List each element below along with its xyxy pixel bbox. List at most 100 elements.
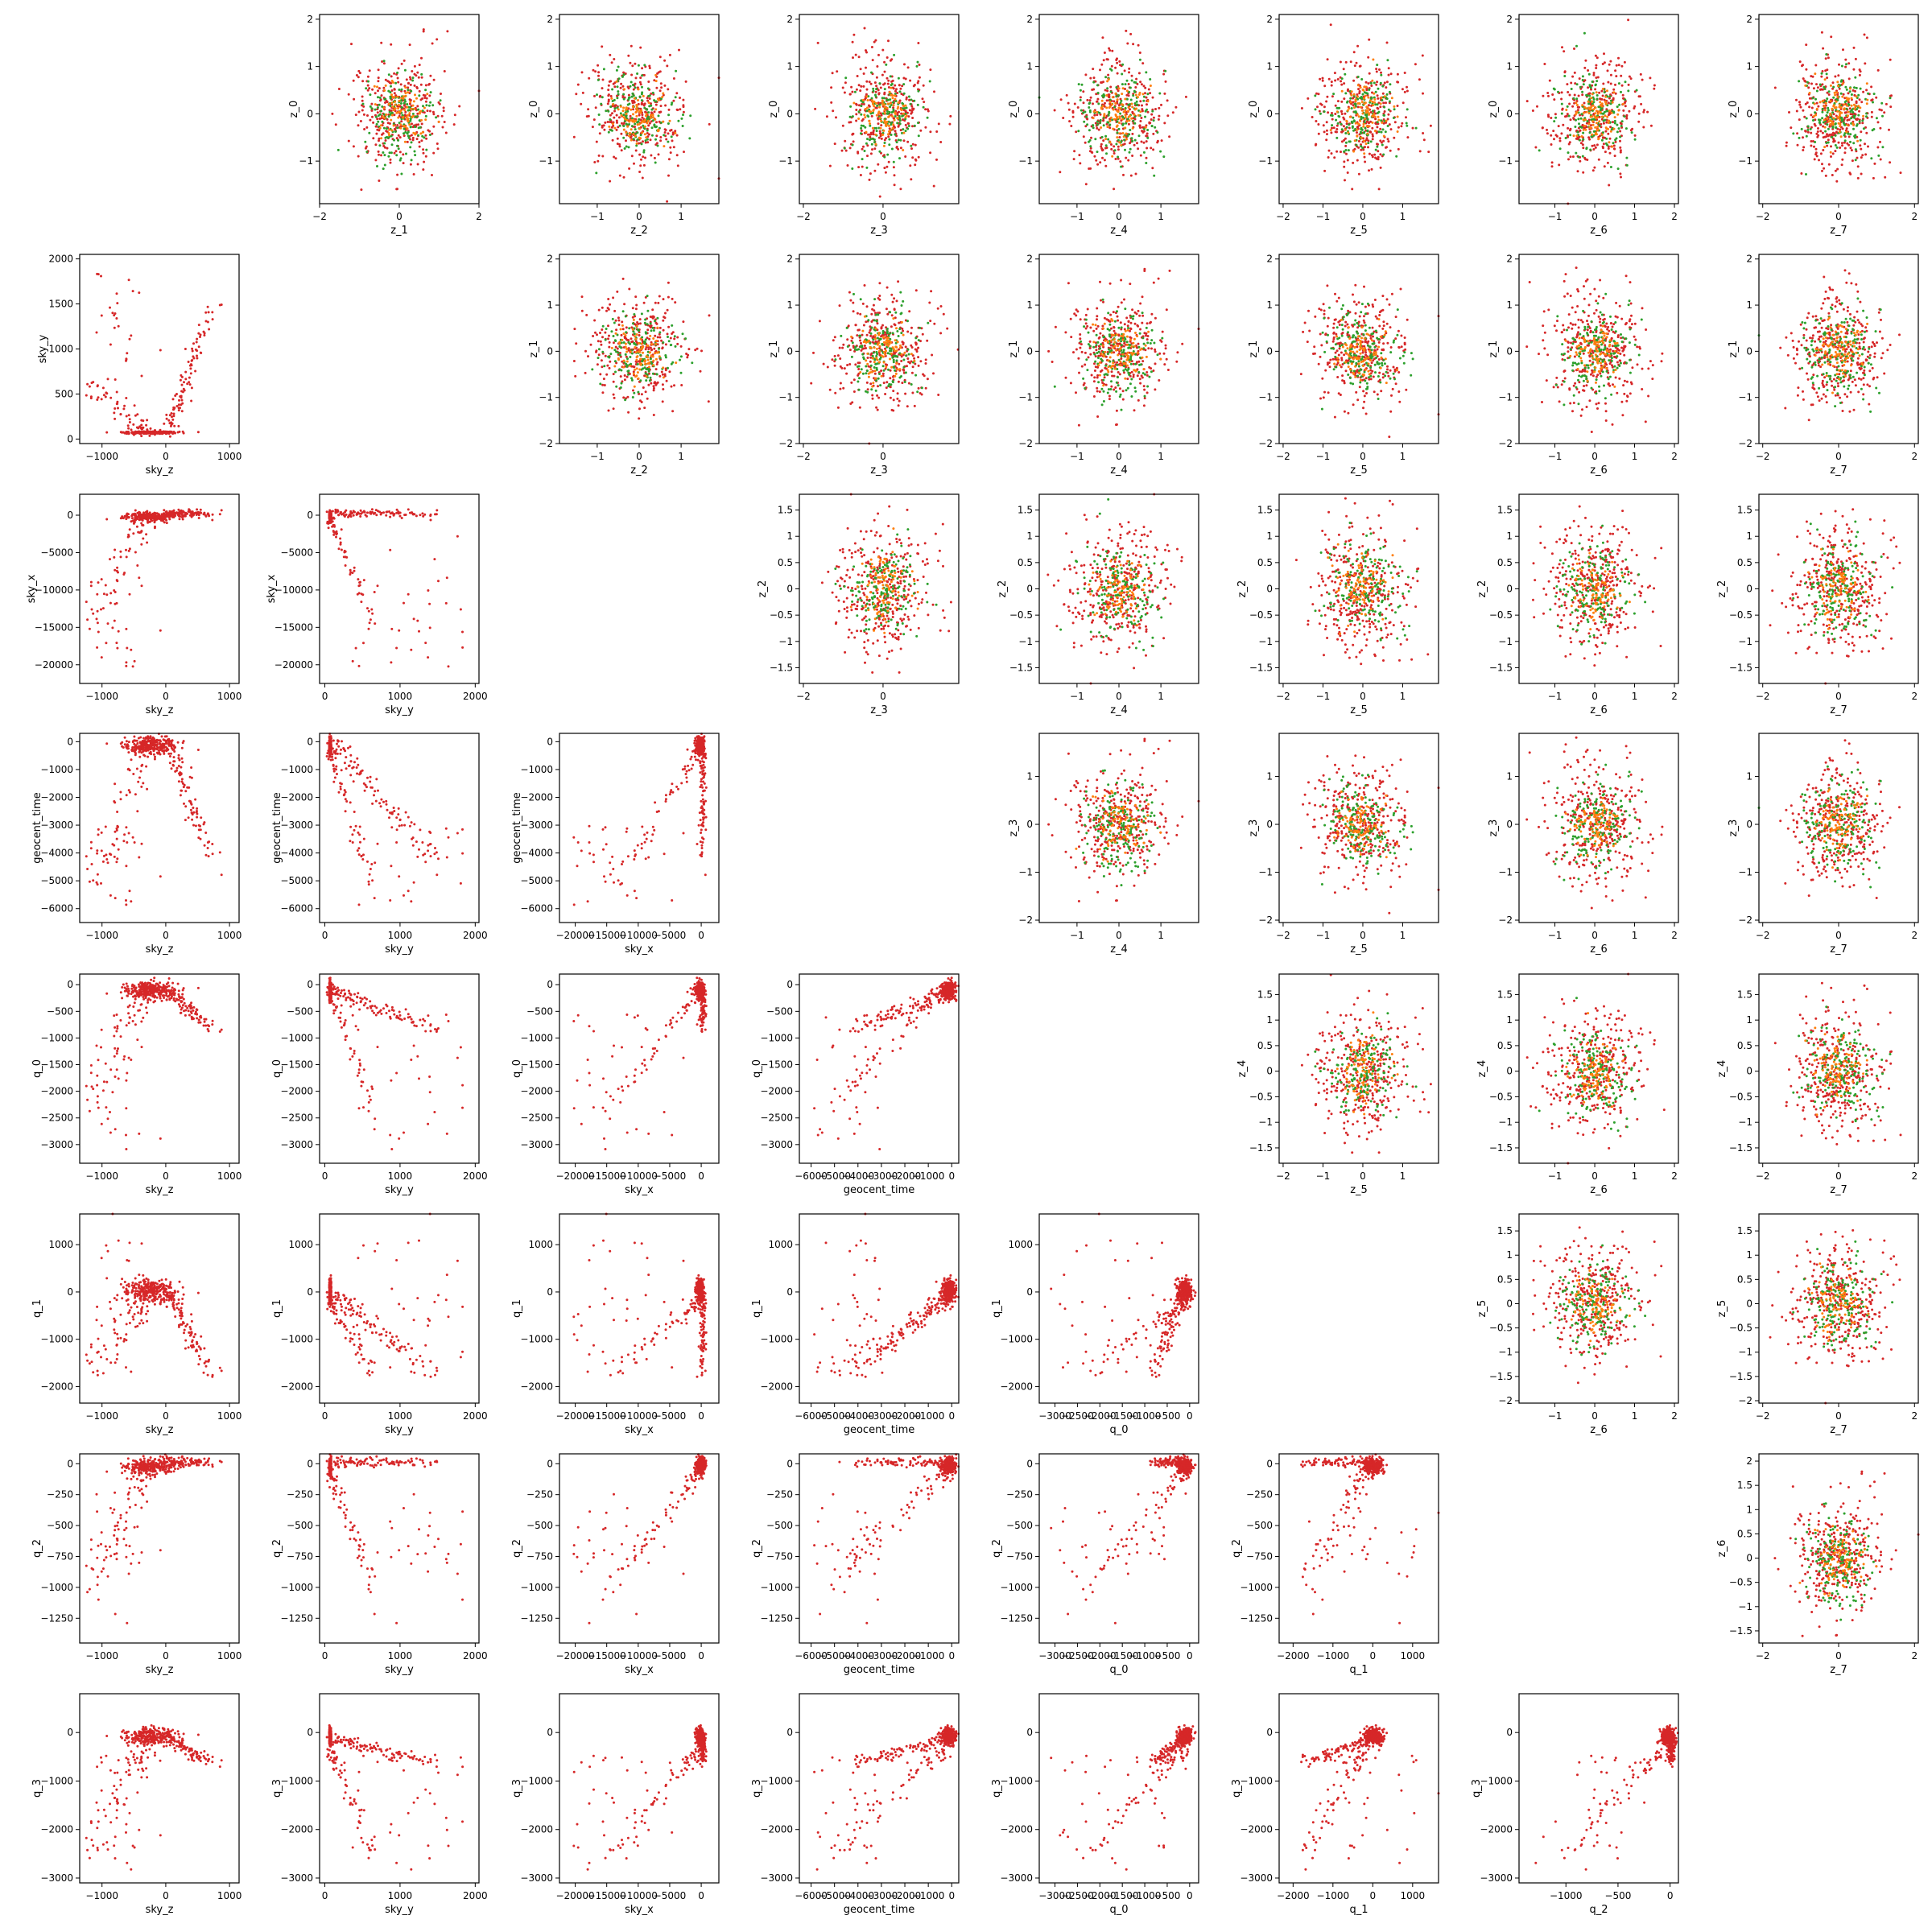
- data-point: [412, 844, 415, 847]
- data-point: [345, 1035, 348, 1038]
- data-point: [609, 861, 611, 864]
- data-point: [147, 514, 150, 517]
- data-point: [190, 809, 192, 811]
- data-point: [391, 512, 394, 514]
- data-point: [102, 607, 105, 609]
- data-point: [101, 1324, 103, 1327]
- data-point: [592, 853, 595, 856]
- data-point: [663, 1111, 666, 1113]
- data-point: [340, 788, 342, 791]
- data-point: [701, 847, 704, 849]
- data-point: [125, 899, 127, 902]
- data-point: [337, 740, 340, 742]
- data-point: [605, 843, 608, 845]
- data-point: [700, 780, 702, 782]
- data-point: [144, 755, 147, 758]
- data-point: [121, 986, 123, 989]
- data-point: [413, 881, 415, 884]
- data-point: [699, 771, 701, 774]
- data-point: [101, 832, 103, 834]
- data-point: [395, 841, 398, 844]
- data-point: [142, 1302, 144, 1305]
- data-point: [641, 843, 643, 845]
- data-point: [592, 1030, 595, 1033]
- data-point: [183, 1294, 185, 1296]
- data-point: [853, 1133, 856, 1135]
- data-point: [154, 431, 156, 434]
- data-point: [390, 628, 393, 630]
- data-point: [174, 989, 176, 991]
- data-point: [635, 1128, 638, 1130]
- data-point: [105, 1081, 108, 1084]
- data-point: [203, 823, 205, 825]
- data-point: [154, 1284, 156, 1286]
- data-point: [683, 832, 685, 835]
- x-tick-label: 1000: [217, 1170, 242, 1182]
- data-point: [398, 824, 401, 827]
- data-point: [207, 841, 209, 844]
- data-point: [867, 1059, 869, 1061]
- data-point: [156, 997, 159, 999]
- data-point: [159, 875, 162, 877]
- y-tick-label: −3000: [520, 819, 553, 831]
- data-point: [332, 534, 335, 536]
- data-point: [912, 998, 914, 1001]
- data-point: [120, 798, 122, 800]
- data-point: [129, 338, 131, 341]
- data-point: [128, 789, 130, 791]
- data-point: [109, 602, 112, 605]
- data-point: [96, 617, 98, 620]
- data-point: [171, 987, 174, 989]
- data-point: [328, 758, 330, 761]
- data-point: [436, 513, 438, 515]
- data-point: [114, 407, 116, 410]
- data-point: [641, 1046, 643, 1048]
- data-point: [186, 382, 188, 385]
- data-point: [386, 809, 389, 811]
- data-point: [147, 988, 150, 990]
- data-point: [114, 1075, 117, 1078]
- data-point: [702, 1022, 704, 1024]
- data-point: [341, 989, 343, 992]
- data-point: [85, 855, 88, 857]
- data-point: [340, 1021, 342, 1023]
- data-point: [186, 786, 188, 789]
- x-tick-label: 0: [322, 930, 328, 941]
- data-point: [351, 572, 353, 574]
- data-point: [207, 306, 209, 308]
- data-point: [704, 741, 706, 743]
- scatter-panel-q_1-vs-sky_z: −1000 0 1000−2000−100001000sky_zq_1: [31, 1213, 242, 1437]
- data-point: [701, 841, 704, 844]
- data-point: [448, 1020, 450, 1022]
- data-point: [436, 509, 438, 511]
- data-point: [925, 997, 927, 999]
- data-point: [191, 348, 193, 350]
- data-point: [144, 982, 147, 985]
- data-point: [619, 883, 621, 886]
- data-point: [362, 1106, 365, 1108]
- data-point: [142, 538, 144, 540]
- y-tick-label: −2000: [40, 1086, 73, 1097]
- data-point: [817, 1134, 819, 1137]
- data-point: [621, 1046, 623, 1049]
- data-point: [158, 431, 160, 434]
- data-point: [162, 516, 164, 518]
- data-point: [113, 1035, 115, 1038]
- data-point: [173, 425, 175, 427]
- data-point: [197, 749, 200, 751]
- data-point: [127, 516, 130, 518]
- data-point: [196, 816, 198, 819]
- data-point: [427, 589, 429, 592]
- data-point: [126, 352, 128, 354]
- data-point: [127, 993, 130, 995]
- data-point: [90, 581, 93, 584]
- data-point: [621, 863, 623, 865]
- y-tick-label: 2000: [48, 254, 73, 265]
- data-point: [153, 753, 155, 756]
- data-point: [357, 1071, 360, 1074]
- axes-frame: [320, 494, 479, 683]
- data-point: [913, 1021, 915, 1023]
- data-point: [165, 1278, 167, 1281]
- data-point: [360, 770, 362, 773]
- data-point: [876, 1052, 878, 1055]
